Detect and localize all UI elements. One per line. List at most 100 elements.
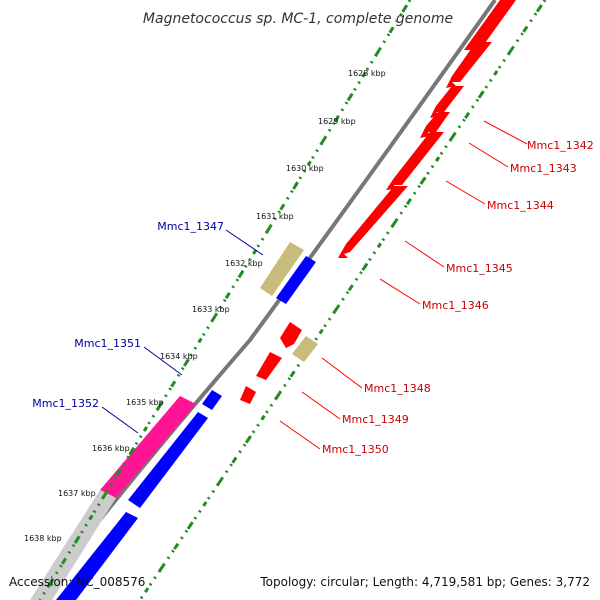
ring-tick — [260, 414, 266, 421]
ring-tick — [144, 587, 150, 593]
gene-mmc1-1345 — [386, 132, 444, 190]
label-mmc1-1348: Mmc1_1348 — [364, 382, 431, 395]
tick-label-1630: 1630 kbp — [286, 164, 324, 173]
gene-mmc1-1353 — [56, 512, 138, 600]
ring-tick — [361, 72, 367, 78]
ring-tick — [244, 435, 252, 444]
ring-tick — [101, 491, 108, 500]
label-mmc1-1342: Mmc1_1342 — [527, 139, 594, 152]
ring-tick — [448, 133, 456, 142]
leader-mmc1-1343 — [468, 142, 509, 168]
ring-tick — [347, 285, 353, 292]
tick-label-1628: 1628 kbp — [348, 69, 386, 78]
ring-tick — [170, 381, 176, 388]
tick-label-1636: 1636 kbp — [92, 444, 130, 453]
ring-tick — [231, 458, 237, 464]
ring-tick — [289, 371, 295, 378]
ring-tick — [319, 137, 327, 146]
ring-tick — [401, 4, 409, 13]
leader-mmc1-1344 — [445, 180, 486, 205]
tick-label-1634: 1634 kbp — [160, 352, 198, 361]
ring-tick — [376, 242, 382, 249]
ring-tick — [264, 225, 272, 235]
ring-tick — [202, 501, 208, 507]
ring-tick — [306, 160, 312, 167]
tick-label-1635: 1635 kbp — [126, 398, 164, 407]
ring-tick — [374, 48, 381, 57]
leader-mmc1-1352 — [101, 406, 139, 434]
ring-tick — [215, 478, 223, 487]
ring-tick — [361, 262, 369, 272]
ring-tick — [252, 249, 258, 255]
leader-mmc1-1348 — [321, 357, 363, 389]
inner-dotted-ring — [38, 0, 412, 600]
ring-tick — [157, 564, 165, 573]
ring-tick — [197, 337, 203, 344]
label-mmc1-1345: Mmc1_1345 — [446, 262, 513, 275]
ring-tick — [279, 204, 285, 211]
gene-mmc1-1342 — [446, 42, 492, 88]
outer-dotted-ring — [138, 0, 547, 600]
ring-tick — [210, 314, 218, 323]
tick-label-1632: 1632 kbp — [225, 259, 263, 268]
label-mmc1-1350: Mmc1_1350 — [322, 443, 389, 456]
ring-tick — [506, 47, 514, 56]
ring-tick — [390, 219, 398, 228]
ring-tick — [61, 558, 67, 565]
kbp-tick-labels: 1628 kbp 1629 kbp 1630 kbp 1631 kbp 1632… — [24, 69, 386, 543]
ring-tick — [142, 426, 148, 432]
gene-mmc1-1349 — [256, 352, 282, 380]
gene-mmc1-1348 — [280, 322, 302, 348]
rna-feature-1347-region — [260, 242, 304, 296]
ring-tick — [333, 116, 340, 122]
gene-mmc1-1350 — [240, 386, 256, 404]
leader-mmc1-1346 — [379, 278, 421, 305]
highlight-segment — [100, 396, 196, 498]
accession-text: Accession: NC_008576 — [9, 575, 146, 589]
tick-label-1638: 1638 kbp — [24, 534, 62, 543]
label-mmc1-1349: Mmc1_1349 — [342, 413, 409, 426]
ring-tick — [522, 27, 528, 33]
label-mmc1-1352: Mmc1_1352 — [32, 397, 99, 410]
ring-tick — [88, 514, 94, 521]
ring-tick — [405, 199, 412, 206]
tick-label-1633: 1633 kbp — [192, 305, 230, 314]
ring-tick — [332, 305, 340, 315]
ring-tick — [477, 90, 485, 99]
ring-tick — [419, 176, 427, 185]
leader-mmc1-1345 — [404, 240, 445, 268]
inner-tick-marks — [46, 4, 409, 589]
gene-mmc1-1352 — [128, 412, 208, 508]
label-mmc1-1346: Mmc1_1346 — [422, 299, 489, 312]
leader-mmc1-1349 — [301, 391, 341, 420]
gene-mmc1-1343 — [430, 86, 464, 118]
gene-mmc1-1347 — [276, 256, 316, 304]
ring-tick — [115, 470, 121, 477]
ring-tick — [237, 269, 245, 279]
ring-tick — [318, 328, 324, 335]
ring-tick — [46, 579, 54, 589]
ring-tick — [388, 27, 394, 34]
ring-tick — [186, 521, 194, 530]
gene-mmc1-1344 — [420, 112, 450, 138]
label-mmc1-1347: Mmc1_1347 — [157, 220, 224, 233]
forward-strand-genes — [56, 256, 316, 600]
ring-tick — [173, 544, 179, 550]
ring-tick — [274, 392, 282, 401]
leader-mmc1-1342 — [483, 120, 528, 145]
ring-tick — [292, 181, 299, 190]
gene-mmc1-1351 — [202, 390, 222, 410]
leader-mmc1-1350 — [279, 420, 321, 450]
ring-tick — [464, 113, 470, 119]
tick-label-1629: 1629 kbp — [318, 117, 356, 126]
leader-mmc1-1351 — [143, 346, 183, 376]
reverse-strand-genes — [240, 0, 516, 404]
rna-feature-1348-region — [292, 336, 318, 362]
label-leader-lines — [101, 120, 528, 450]
ring-tick — [434, 156, 441, 162]
topology-text: Topology: circular; Length: 4,719,581 bp… — [260, 575, 590, 589]
ring-tick — [493, 70, 499, 76]
leader-mmc1-1347 — [225, 229, 264, 256]
ring-tick — [155, 402, 163, 412]
